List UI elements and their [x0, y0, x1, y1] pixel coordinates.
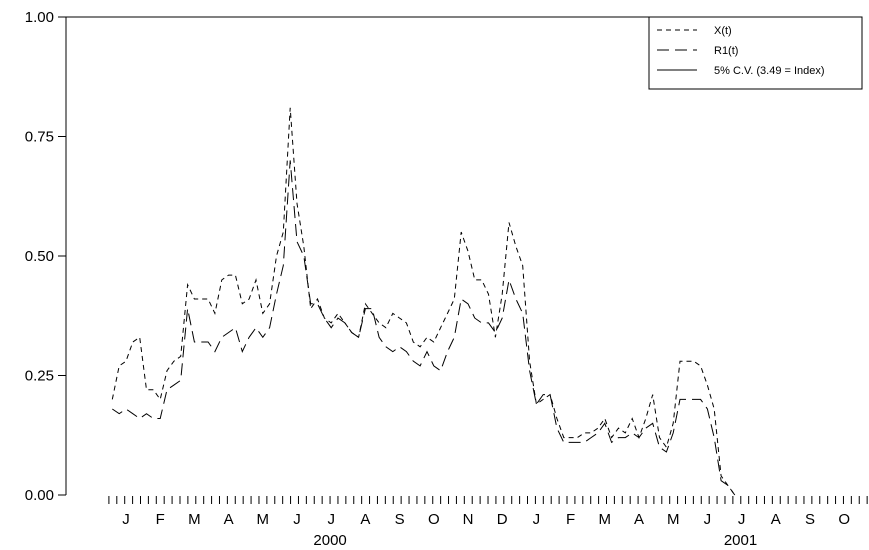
x-month-label: N — [463, 511, 474, 528]
x-month-label: A — [634, 511, 644, 528]
x-month-label: M — [188, 511, 201, 528]
x-month-label: M — [667, 511, 680, 528]
x-month-label: M — [257, 511, 270, 528]
x-month-label: F — [566, 511, 575, 528]
x-month-label: J — [738, 511, 746, 528]
x-month-label: J — [293, 511, 301, 528]
x-month-label: J — [533, 511, 541, 528]
x-month-label: M — [599, 511, 612, 528]
series-group — [111, 107, 736, 496]
legend: X(t) R1(t) 5% C.V. (3.49 = Index) — [648, 16, 863, 90]
y-tick-label: 0.50 — [25, 248, 54, 265]
x-year-label: 2000 — [313, 532, 346, 549]
y-tick-label: 0.25 — [25, 368, 54, 385]
y-tick-label: 0.00 — [25, 487, 54, 504]
series-line-r1t — [112, 160, 736, 496]
x-month-label: J — [327, 511, 335, 528]
x-month-label: J — [704, 511, 712, 528]
x-month-label: D — [497, 511, 508, 528]
legend-label: R1(t) — [714, 45, 738, 57]
x-month-label: F — [156, 511, 165, 528]
series-line-xt — [111, 107, 736, 496]
x-month-label: A — [224, 511, 234, 528]
x-month-label: A — [771, 511, 781, 528]
y-tick-label: 1.00 — [25, 9, 54, 26]
x-month-label: A — [360, 511, 370, 528]
legend-box — [648, 16, 863, 90]
y-tick-label: 0.75 — [25, 129, 54, 146]
x-month-label: O — [838, 511, 850, 528]
x-month-label: S — [805, 511, 815, 528]
axes: 0.00 0.25 0.50 0.75 1.00 J F M A M J J A S O N D J F M A M J J A… — [25, 9, 868, 549]
x-month-label: J — [122, 511, 130, 528]
x-year-label: 2001 — [724, 532, 757, 549]
x-month-label: S — [395, 511, 405, 528]
legend-label: 5% C.V. (3.49 = Index) — [714, 65, 825, 77]
x-month-label: O — [428, 511, 440, 528]
legend-label: X(t) — [714, 25, 732, 37]
